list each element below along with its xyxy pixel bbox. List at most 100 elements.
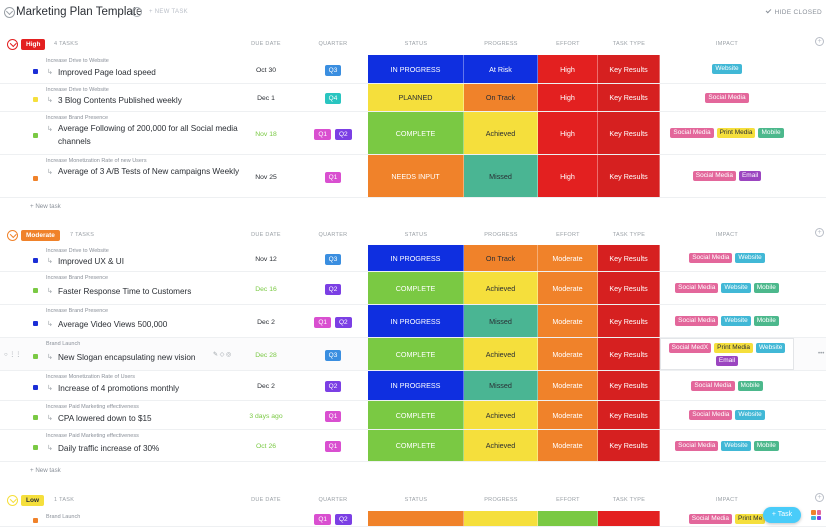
quarter-tag[interactable]: Q2 bbox=[335, 316, 352, 328]
info-icon[interactable]: i bbox=[132, 7, 142, 17]
impact-tag[interactable]: Social Media bbox=[692, 171, 736, 181]
add-column-icon[interactable]: + bbox=[815, 493, 824, 502]
impact-tag[interactable]: Print Me bbox=[735, 513, 766, 524]
status-bullet[interactable] bbox=[33, 97, 38, 102]
due-date[interactable]: Oct 26 bbox=[255, 443, 277, 450]
impact-tag[interactable]: Social Media bbox=[675, 440, 719, 451]
quarter-tag[interactable]: Q3 bbox=[324, 253, 342, 265]
column-header[interactable]: IMPACT bbox=[715, 232, 739, 238]
table-row[interactable]: Brand Launch Q1 Q2 Social Media Print Me bbox=[0, 511, 826, 527]
impact-tag[interactable]: Website bbox=[735, 253, 765, 263]
quarter-tag[interactable]: Q1 bbox=[314, 128, 331, 140]
quarter-tag[interactable]: Q1 bbox=[324, 171, 342, 183]
column-header[interactable]: DUE DATE bbox=[251, 497, 281, 503]
table-row[interactable]: Increase Paid Marketing effectiveness ↳ CP… bbox=[0, 401, 826, 430]
progress-cell[interactable] bbox=[464, 511, 538, 526]
column-header[interactable]: STATUS bbox=[404, 232, 428, 238]
impact-tag[interactable]: Social Media bbox=[705, 92, 749, 103]
quarter-tags[interactable]: Q4 bbox=[300, 93, 366, 104]
impact-tag[interactable]: Print Media bbox=[714, 342, 753, 353]
progress-cell[interactable]: Achieved bbox=[464, 272, 538, 304]
column-header[interactable]: IMPACT bbox=[715, 497, 739, 503]
due-date[interactable]: Dec 2 bbox=[257, 383, 275, 390]
effort-cell[interactable]: Moderate bbox=[538, 245, 598, 271]
progress-cell[interactable]: At Risk bbox=[464, 55, 538, 83]
priority-badge[interactable]: Low bbox=[21, 495, 44, 506]
new-task-button[interactable]: + New task bbox=[30, 203, 61, 210]
impact-tag[interactable]: Social Media bbox=[689, 410, 733, 420]
quarter-tags[interactable]: Q1 Q2 bbox=[300, 514, 366, 525]
parent-task-label[interactable]: Increase Brand Presence bbox=[46, 308, 109, 314]
column-header[interactable]: EFFORT bbox=[556, 41, 580, 47]
column-header[interactable]: QUARTER bbox=[318, 41, 348, 47]
parent-task-label[interactable]: Increase Paid Marketing effectiveness bbox=[46, 433, 139, 439]
quarter-tags[interactable]: Q3 bbox=[300, 64, 366, 76]
status-bullet[interactable] bbox=[33, 518, 38, 523]
parent-task-label[interactable]: Increase Paid Marketing effectiveness bbox=[46, 404, 139, 410]
impact-tag[interactable]: Website bbox=[721, 440, 751, 451]
type-cell[interactable]: Key Results bbox=[598, 84, 660, 111]
table-row[interactable]: Increase Paid Marketing effectiveness ↳ Da… bbox=[0, 430, 826, 462]
impact-tag[interactable]: Website bbox=[721, 283, 751, 293]
status-cell[interactable]: COMPLETE bbox=[368, 338, 464, 370]
quarter-tags[interactable]: Q1 bbox=[300, 410, 366, 422]
impact-tags[interactable]: Social Media Website Mobile bbox=[660, 430, 794, 461]
impact-tags[interactable]: Social Media Website bbox=[660, 245, 794, 271]
quarter-tags[interactable]: Q1 Q2 bbox=[300, 128, 366, 140]
due-date[interactable]: Dec 16 bbox=[255, 285, 277, 293]
table-row[interactable]: Increase Brand Presence ↳ Average Followin… bbox=[0, 112, 826, 155]
task-name[interactable]: Faster Response Time to Customers bbox=[58, 286, 192, 296]
row-action-icons[interactable]: ✎ ◇ ◎ bbox=[213, 351, 232, 358]
status-bullet[interactable] bbox=[33, 385, 38, 390]
impact-tag[interactable]: Social Media bbox=[670, 128, 714, 138]
status-bullet[interactable] bbox=[33, 258, 38, 263]
type-cell[interactable]: Key Results bbox=[598, 245, 660, 271]
status-bullet[interactable] bbox=[33, 354, 38, 359]
parent-task-label[interactable]: Brand Launch bbox=[46, 514, 81, 520]
impact-tag[interactable]: Social Media bbox=[675, 283, 719, 293]
task-name[interactable]: Improved UX & UI bbox=[58, 256, 124, 266]
due-date[interactable]: Dec 2 bbox=[257, 318, 275, 326]
quarter-tags[interactable]: Q2 bbox=[300, 283, 366, 295]
effort-cell[interactable] bbox=[538, 511, 598, 526]
column-header[interactable]: IMPACT bbox=[715, 41, 739, 47]
status-cell[interactable]: NEEDS INPUT bbox=[368, 155, 464, 197]
impact-tag[interactable]: Mobile bbox=[758, 128, 784, 138]
effort-cell[interactable]: High bbox=[538, 112, 598, 154]
status-cell[interactable]: PLANNED bbox=[368, 84, 464, 111]
add-column-icon[interactable]: + bbox=[815, 37, 824, 46]
impact-tag[interactable]: Mobile bbox=[753, 440, 779, 451]
column-header[interactable]: QUARTER bbox=[318, 497, 348, 503]
effort-cell[interactable]: Moderate bbox=[538, 430, 598, 461]
impact-tags[interactable]: Social Media Email bbox=[660, 155, 794, 197]
column-header[interactable]: PROGRESS bbox=[484, 232, 518, 238]
priority-badge[interactable]: High bbox=[21, 39, 46, 50]
type-cell[interactable]: Key Results bbox=[598, 430, 660, 461]
effort-cell[interactable]: Moderate bbox=[538, 338, 598, 370]
table-row[interactable]: Increase Brand Presence ↳ Average Video Vi… bbox=[0, 305, 826, 338]
impact-tag[interactable]: Mobile bbox=[753, 283, 779, 293]
quarter-tags[interactable]: Q1 bbox=[300, 171, 366, 183]
column-header[interactable]: PROGRESS bbox=[484, 41, 518, 47]
parent-task-label[interactable]: Increase Drive to Website bbox=[46, 248, 109, 254]
add-column-icon[interactable]: + bbox=[815, 228, 824, 237]
status-cell[interactable]: IN PROGRESS bbox=[368, 245, 464, 271]
parent-task-label[interactable]: Brand Launch bbox=[46, 341, 81, 347]
status-cell[interactable]: COMPLETE bbox=[368, 430, 464, 461]
new-task-link[interactable]: + NEW TASK bbox=[149, 9, 188, 15]
quarter-tag[interactable]: Q1 bbox=[314, 316, 331, 328]
task-name[interactable]: Increase of 4 promotions monthly bbox=[58, 384, 180, 393]
effort-cell[interactable]: Moderate bbox=[538, 371, 598, 400]
due-date[interactable]: Dec 28 bbox=[255, 351, 277, 359]
impact-tag[interactable]: Mobile bbox=[737, 380, 763, 391]
quarter-tag[interactable]: Q2 bbox=[324, 381, 342, 392]
quarter-tags[interactable]: Q3 bbox=[300, 253, 366, 265]
effort-cell[interactable]: High bbox=[538, 155, 598, 197]
due-date[interactable]: 3 days ago bbox=[249, 412, 283, 420]
type-cell[interactable] bbox=[598, 511, 660, 526]
status-cell[interactable]: COMPLETE bbox=[368, 112, 464, 154]
progress-cell[interactable]: Missed bbox=[464, 305, 538, 337]
quarter-tag[interactable]: Q2 bbox=[335, 128, 352, 140]
due-date[interactable]: Nov 18 bbox=[255, 130, 277, 138]
quarter-tag[interactable]: Q1 bbox=[314, 514, 331, 525]
